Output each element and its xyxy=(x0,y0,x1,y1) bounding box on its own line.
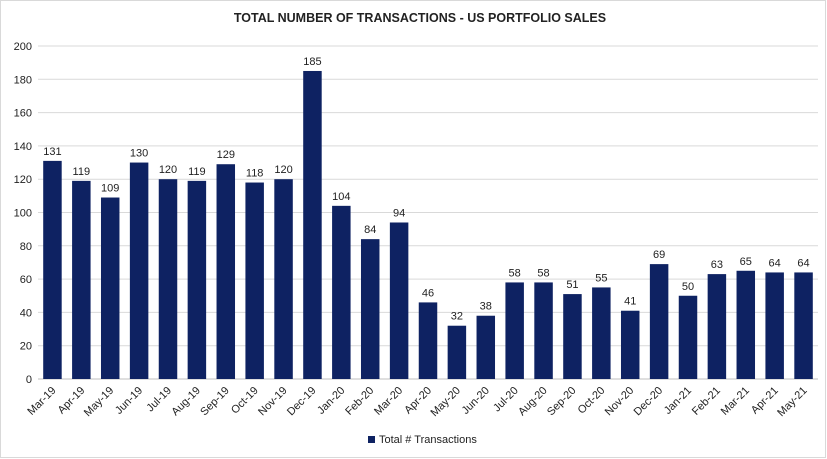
bar xyxy=(100,197,120,379)
legend-swatch xyxy=(368,436,375,443)
y-tick-label: 120 xyxy=(14,174,32,186)
bar xyxy=(620,310,640,379)
bar xyxy=(360,239,380,379)
data-label: 120 xyxy=(159,164,177,176)
data-label: 131 xyxy=(43,146,61,158)
data-label: 46 xyxy=(422,287,434,299)
y-tick-label: 40 xyxy=(20,307,32,319)
data-label: 69 xyxy=(653,249,665,261)
bar xyxy=(303,70,322,379)
y-tick-label: 0 xyxy=(26,374,32,386)
bar xyxy=(794,272,813,379)
bar xyxy=(158,179,178,379)
data-label: 185 xyxy=(303,56,321,68)
bar xyxy=(187,180,207,379)
bar xyxy=(216,164,236,379)
data-label: 32 xyxy=(451,311,463,323)
data-label: 41 xyxy=(624,296,636,308)
data-label: 64 xyxy=(797,257,809,269)
data-label: 109 xyxy=(101,183,119,195)
bar xyxy=(43,160,62,379)
data-label: 58 xyxy=(509,267,521,279)
y-tick-label: 20 xyxy=(20,341,32,353)
bar xyxy=(505,282,524,379)
data-label: 63 xyxy=(711,259,723,271)
data-label: 58 xyxy=(537,267,549,279)
bar xyxy=(245,182,264,379)
bar xyxy=(72,180,91,379)
bar xyxy=(332,205,351,379)
y-tick-label: 140 xyxy=(14,141,32,153)
bar xyxy=(534,282,553,379)
data-label: 130 xyxy=(130,148,148,160)
data-label: 64 xyxy=(769,257,781,269)
data-label: 129 xyxy=(217,149,235,161)
data-label: 119 xyxy=(188,166,206,178)
y-tick-label: 80 xyxy=(20,241,32,253)
y-tick-label: 100 xyxy=(14,208,32,220)
data-label: 55 xyxy=(595,272,607,284)
bar xyxy=(563,294,582,379)
data-label: 119 xyxy=(73,166,91,178)
data-label: 65 xyxy=(740,256,752,268)
data-label: 38 xyxy=(480,301,492,313)
bar xyxy=(476,315,496,379)
data-label: 104 xyxy=(332,191,350,203)
data-label: 51 xyxy=(566,279,578,291)
bar xyxy=(418,302,438,379)
data-label: 94 xyxy=(393,207,405,219)
data-label: 50 xyxy=(682,281,694,293)
y-tick-label: 60 xyxy=(20,274,32,286)
data-label: 84 xyxy=(364,224,376,236)
y-tick-label: 200 xyxy=(14,41,32,53)
bar xyxy=(447,325,467,379)
bar xyxy=(707,274,727,379)
bar xyxy=(678,295,698,379)
bar xyxy=(389,222,409,379)
chart-title: TOTAL NUMBER OF TRANSACTIONS - US PORTFO… xyxy=(234,11,606,25)
y-tick-label: 160 xyxy=(14,108,32,120)
data-label: 118 xyxy=(246,168,264,180)
legend-label: Total # Transactions xyxy=(379,434,477,446)
bar xyxy=(765,272,784,379)
bar xyxy=(649,264,669,379)
bar xyxy=(274,179,293,379)
bar xyxy=(592,287,611,379)
y-tick-label: 180 xyxy=(14,74,32,86)
bar xyxy=(736,270,756,379)
data-label: 120 xyxy=(274,164,292,176)
bar xyxy=(129,162,149,379)
